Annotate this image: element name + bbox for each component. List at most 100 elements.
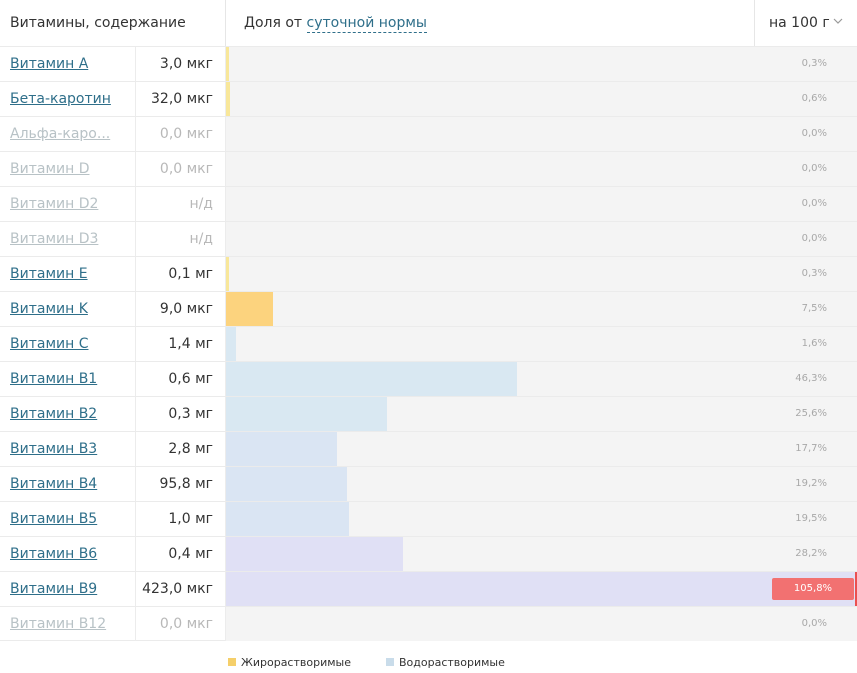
daily-share-cell: 0,0% (226, 152, 857, 186)
vitamin-row: Витамин B4 95,8 мг 19,2% (0, 466, 857, 501)
daily-share-cell: 0,6% (226, 82, 857, 116)
daily-share-bar (226, 572, 857, 606)
vitamin-row: Бета-каротин 32,0 мкг 0,6% (0, 81, 857, 116)
vitamin-value-cell: 1,4 мг (136, 327, 226, 361)
vitamin-row: Витамин D2 н/д 0,0% (0, 186, 857, 221)
daily-share-cell: 0,0% (226, 607, 857, 641)
vitamin-value-cell: 1,0 мг (136, 502, 226, 536)
vitamin-name-link[interactable]: Витамин B2 (10, 406, 98, 422)
daily-share-percent: 7,5% (801, 303, 827, 314)
daily-share-bar (226, 502, 349, 536)
vitamin-value-cell: н/д (136, 222, 226, 256)
vitamin-name-link[interactable]: Витамин B1 (10, 371, 98, 387)
header-share: Доля от суточной нормы (244, 15, 427, 33)
vitamin-value: 0,1 мг (168, 266, 213, 282)
vitamin-value-cell: 0,1 мг (136, 257, 226, 291)
vitamin-name-link[interactable]: Витамин A (10, 56, 89, 72)
vitamin-value-cell: 0,0 мкг (136, 607, 226, 641)
vitamin-value: 1,0 мг (168, 511, 213, 527)
vitamin-name-cell: Витамин K (0, 292, 136, 326)
vitamin-value: 0,0 мкг (159, 126, 213, 142)
daily-norm-link[interactable]: суточной нормы (306, 15, 427, 33)
vitamin-value: 9,0 мкг (159, 301, 213, 317)
daily-share-percent: 19,2% (795, 478, 827, 489)
daily-share-percent: 0,0% (801, 233, 827, 244)
daily-share-percent: 17,7% (795, 443, 827, 454)
vitamin-value: 2,8 мг (168, 441, 213, 457)
vitamin-name-link[interactable]: Витамин D2 (10, 196, 99, 212)
daily-share-bar (226, 362, 517, 396)
vitamin-name-cell: Витамин D3 (0, 222, 136, 256)
vitamin-name-cell: Витамин B1 (0, 362, 136, 396)
vitamin-value: 0,6 мг (168, 371, 213, 387)
vitamin-name-link[interactable]: Витамин B6 (10, 546, 98, 562)
daily-share-bar (226, 292, 273, 326)
vitamin-name-link[interactable]: Витамин K (10, 301, 88, 317)
legend-fat: Жирорастворимые (228, 656, 351, 669)
legend-fat-swatch (228, 658, 236, 666)
vitamin-name-link[interactable]: Альфа-каро... (10, 126, 111, 142)
daily-share-bar (226, 537, 403, 571)
vitamin-name-cell: Витамин B6 (0, 537, 136, 571)
daily-share-cell: 19,5% (226, 502, 857, 536)
vitamin-row: Витамин B5 1,0 мг 19,5% (0, 501, 857, 536)
vitamin-name-link[interactable]: Витамин D3 (10, 231, 99, 247)
vitamin-row: Витамин B1 0,6 мг 46,3% (0, 361, 857, 396)
vitamin-value-cell: 2,8 мг (136, 432, 226, 466)
table-header: Витамины, содержание Доля от суточной но… (0, 0, 857, 46)
per-amount-label: на 100 г (769, 15, 830, 31)
vitamin-name-cell: Бета-каротин (0, 82, 136, 116)
vitamin-name-cell: Витамин D2 (0, 187, 136, 221)
daily-share-cell: 105,8% (226, 572, 857, 606)
daily-share-percent: 0,0% (801, 198, 827, 209)
vitamin-name-cell: Витамин A (0, 47, 136, 81)
vitamin-name-link[interactable]: Витамин B5 (10, 511, 98, 527)
vitamin-name-link[interactable]: Витамин C (10, 336, 89, 352)
vitamin-name-link[interactable]: Бета-каротин (10, 91, 111, 107)
daily-share-percent: 28,2% (795, 548, 827, 559)
daily-share-cell: 0,0% (226, 117, 857, 151)
vitamin-row: Витамин D 0,0 мкг 0,0% (0, 151, 857, 186)
vitamin-value-cell: 423,0 мкг (136, 572, 226, 606)
vitamin-row: Витамин D3 н/д 0,0% (0, 221, 857, 256)
vitamin-value-cell: 0,4 мг (136, 537, 226, 571)
daily-share-percent: 0,3% (801, 58, 827, 69)
vitamin-row: Витамин B2 0,3 мг 25,6% (0, 396, 857, 431)
daily-share-percent: 46,3% (795, 373, 827, 384)
chevron-down-icon (833, 18, 843, 24)
vitamin-name-link[interactable]: Витамин E (10, 266, 88, 282)
daily-share-bar (226, 397, 387, 431)
vitamin-row: Витамин B3 2,8 мг 17,7% (0, 431, 857, 466)
vitamin-value: 3,0 мкг (159, 56, 213, 72)
vitamin-value: 0,3 мг (168, 406, 213, 422)
vitamin-value: 0,0 мкг (159, 616, 213, 632)
vitamin-name-link[interactable]: Витамин B9 (10, 581, 98, 597)
daily-share-bar (226, 47, 229, 81)
daily-share-bar (226, 327, 236, 361)
per-amount-dropdown[interactable]: на 100 г (754, 0, 857, 46)
vitamin-value: 32,0 мкг (151, 91, 213, 107)
vitamin-value-cell: н/д (136, 187, 226, 221)
vitamin-name-link[interactable]: Витамин D (10, 161, 90, 177)
vitamin-value-cell: 0,0 мкг (136, 152, 226, 186)
daily-share-cell: 25,6% (226, 397, 857, 431)
vitamin-name-link[interactable]: Витамин B3 (10, 441, 98, 457)
daily-share-percent: 105,8% (772, 578, 854, 600)
vitamin-value: н/д (189, 196, 213, 212)
vitamin-name-cell: Витамин E (0, 257, 136, 291)
daily-share-percent: 0,0% (801, 163, 827, 174)
header-title-cell: Витамины, содержание (0, 0, 226, 46)
overflow-marker (855, 572, 857, 606)
daily-share-percent: 0,6% (801, 93, 827, 104)
legend-water-label: Водорастворимые (399, 656, 505, 669)
daily-share-cell: 0,0% (226, 222, 857, 256)
vitamin-name-link[interactable]: Витамин B12 (10, 616, 107, 632)
vitamin-name-link[interactable]: Витамин B4 (10, 476, 98, 492)
vitamin-row: Альфа-каро... 0,0 мкг 0,0% (0, 116, 857, 151)
daily-share-cell: 19,2% (226, 467, 857, 501)
daily-share-cell: 7,5% (226, 292, 857, 326)
vitamin-value: 1,4 мг (168, 336, 213, 352)
vitamin-row: Витамин C 1,4 мг 1,6% (0, 326, 857, 361)
daily-share-cell: 0,3% (226, 47, 857, 81)
vitamin-row: Витамин B6 0,4 мг 28,2% (0, 536, 857, 571)
